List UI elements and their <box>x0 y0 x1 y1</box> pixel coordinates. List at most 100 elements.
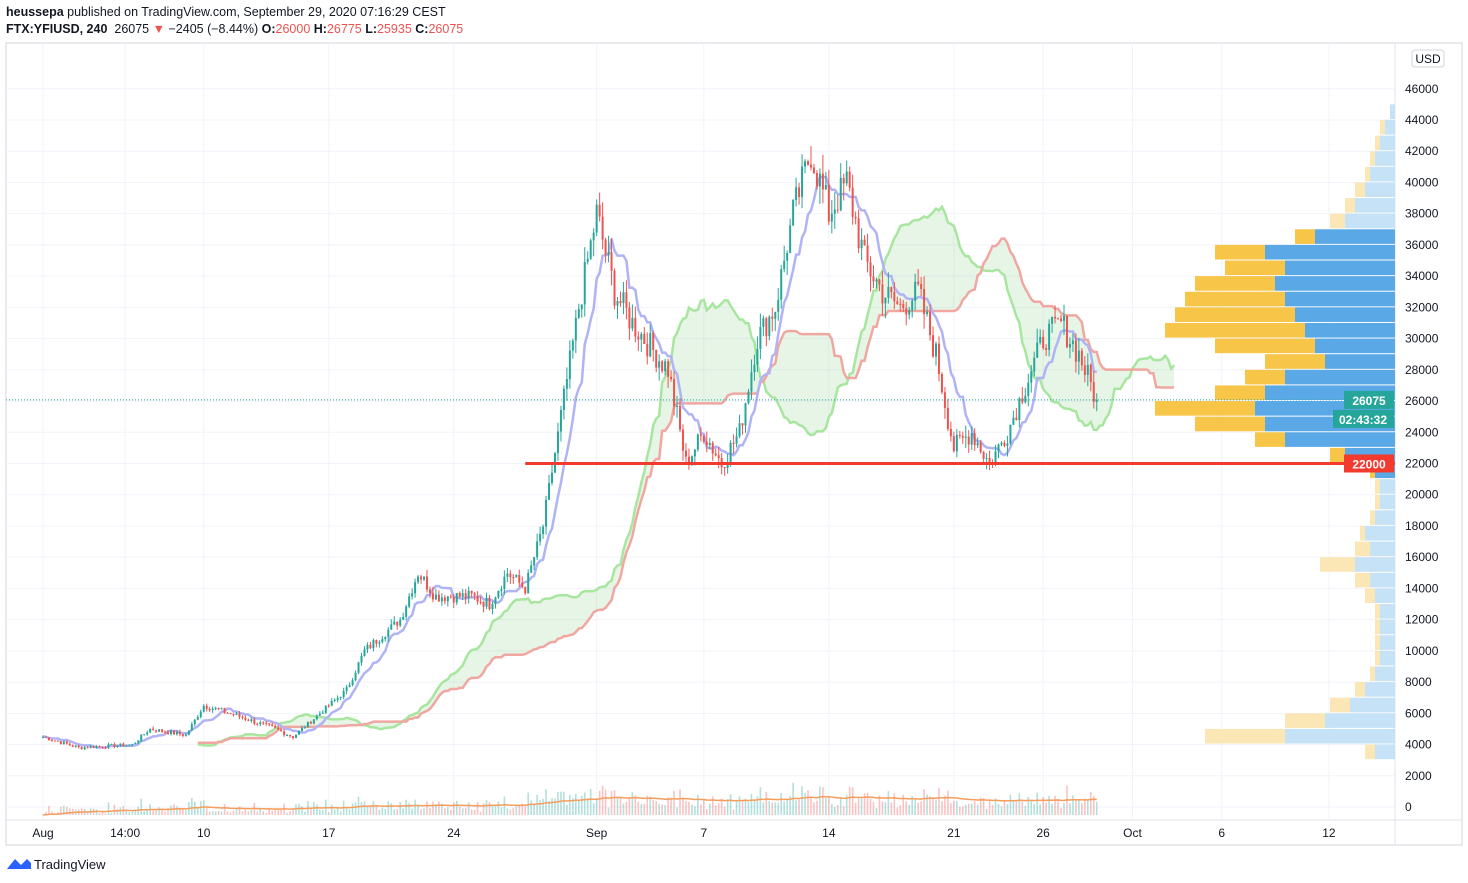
candle-body <box>562 388 565 410</box>
volume-bar <box>973 801 976 815</box>
volume-bar <box>944 795 946 815</box>
volume-bar <box>560 791 562 815</box>
volume-bar <box>953 800 955 815</box>
volume-bar <box>196 807 199 815</box>
candle-body <box>679 405 682 430</box>
candle-body <box>42 736 44 738</box>
volume-bar <box>753 799 756 815</box>
volume-bar <box>970 803 973 815</box>
volume-profile-up <box>1285 291 1395 307</box>
candle-body <box>351 680 354 686</box>
volume-bar <box>1054 795 1056 815</box>
y-tick-label: 2000 <box>1405 769 1432 783</box>
volume-bar <box>271 810 274 815</box>
candle-body <box>137 740 140 743</box>
volume-bar <box>542 798 544 815</box>
volume-profile-down <box>1195 276 1275 291</box>
candle-body <box>443 597 446 602</box>
volume-bar <box>842 806 845 815</box>
volume-bar <box>691 804 693 815</box>
volume-bar <box>45 811 47 815</box>
volume-bar <box>393 809 396 815</box>
volume-bar <box>533 804 535 815</box>
candle-body <box>56 740 59 742</box>
candle-body <box>497 590 500 598</box>
volume-bar <box>956 801 958 815</box>
volume-bar <box>467 802 470 815</box>
volume-bar <box>464 807 467 815</box>
candle-body <box>863 239 866 246</box>
volume-bar <box>1009 794 1012 815</box>
volume-profile-down <box>1375 635 1380 650</box>
volume-profile-down <box>1375 604 1380 619</box>
candle-body <box>777 299 780 312</box>
candle-body <box>664 361 667 372</box>
volume-bar <box>441 803 443 815</box>
volume-bar <box>884 802 887 815</box>
candle-body <box>280 729 283 732</box>
candle-body <box>807 161 810 165</box>
last-price-badge <box>1344 390 1394 409</box>
volume-bar <box>1069 803 1071 815</box>
candle-body <box>425 576 428 590</box>
candle-body <box>300 727 303 731</box>
volume-bar <box>744 798 747 815</box>
volume-profile-up <box>1375 588 1395 604</box>
candle-body <box>366 644 369 650</box>
volume-bar <box>762 802 765 815</box>
candle-body <box>363 649 366 656</box>
candle-body <box>339 697 342 699</box>
volume-bar <box>750 793 753 815</box>
conversion-line <box>43 175 1098 749</box>
volume-bar <box>1006 803 1009 815</box>
candle-body <box>845 171 848 184</box>
candle-body <box>116 745 119 747</box>
candle-body <box>152 728 155 731</box>
volume-bar <box>825 797 827 815</box>
volume-bar <box>947 790 949 815</box>
volume-bar <box>402 808 404 815</box>
y-tick-label: 20000 <box>1405 488 1439 502</box>
volume-bar <box>461 808 464 815</box>
volume-bar <box>327 812 330 815</box>
volume-bar <box>226 811 229 815</box>
volume-bar <box>863 793 866 815</box>
candle-body <box>661 361 664 372</box>
volume-profile-down <box>1360 525 1365 541</box>
candle-body <box>711 443 714 454</box>
x-tick-label: Oct <box>1123 826 1142 840</box>
candle-body <box>321 712 324 714</box>
currency-button[interactable] <box>1411 49 1445 68</box>
volume-bar <box>860 798 863 815</box>
volume-bar <box>256 812 259 815</box>
candle-body <box>342 690 345 698</box>
candle-body <box>318 713 321 716</box>
candle-body <box>512 577 515 579</box>
volume-bar <box>1030 800 1033 815</box>
candle-body <box>1077 350 1080 362</box>
candle-body <box>723 466 726 469</box>
volume-bar <box>765 791 768 815</box>
close-value: 26075 <box>428 22 464 36</box>
candle-body <box>74 745 77 747</box>
candle-body <box>345 687 348 691</box>
volume-profile-down <box>1285 713 1325 728</box>
candle-body <box>908 310 911 315</box>
candle-body <box>292 736 295 738</box>
volume-profile-up <box>1350 697 1395 713</box>
volume-bar <box>732 809 735 815</box>
volume-bar <box>899 805 902 815</box>
volume-bar <box>125 810 128 815</box>
candle-body <box>104 747 107 749</box>
volume-bar <box>116 808 119 815</box>
candle-body <box>360 655 363 663</box>
volume-bar <box>887 791 890 815</box>
candle-body <box>193 719 196 725</box>
volume-profile-up <box>1365 525 1395 541</box>
volume-bar <box>545 789 547 815</box>
candle-body <box>887 286 890 298</box>
volume-bar <box>1087 800 1089 815</box>
candle-body <box>1015 417 1018 421</box>
candle-body <box>839 177 842 211</box>
